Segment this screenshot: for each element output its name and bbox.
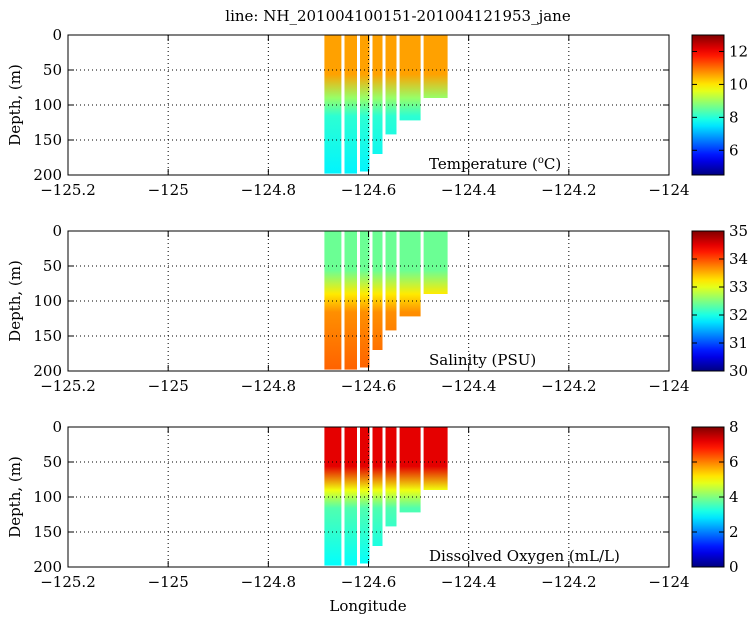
x-tick-label: −124 (648, 573, 689, 591)
cast-column (372, 35, 383, 154)
y-tick-label: 0 (52, 418, 62, 436)
x-tick-label: −125 (148, 377, 189, 395)
y-tick-label: 200 (33, 558, 62, 576)
x-tick-label: −124.2 (541, 573, 597, 591)
cast-column (324, 231, 342, 370)
colorbar-tick-label: 32 (729, 306, 748, 324)
x-tick-label: −125.2 (40, 573, 96, 591)
panel-variable-label: Salinity (PSU) (429, 351, 536, 369)
x-tick-label: −124 (648, 377, 689, 395)
y-tick-label: 150 (33, 131, 62, 149)
cast-column (360, 231, 370, 368)
colorbar-tick-label: 4 (729, 488, 739, 506)
cast-column (344, 427, 357, 566)
cast-column (385, 35, 397, 135)
y-axis-label: Depth, (m) (6, 456, 24, 538)
x-tick-label: −124.6 (341, 573, 397, 591)
colorbar-tick-label: 31 (729, 334, 748, 352)
y-tick-label: 50 (43, 453, 62, 471)
colorbar-tick-label: 12 (729, 42, 748, 60)
cast-column (399, 35, 421, 121)
colorbar-tick-label: 0 (729, 558, 739, 576)
y-tick-label: 150 (33, 327, 62, 345)
y-axis-label: Depth, (m) (6, 64, 24, 146)
cast-column (423, 427, 448, 490)
x-axis-label: Longitude (329, 597, 406, 615)
cast-column (372, 231, 383, 350)
y-tick-label: 200 (33, 362, 62, 380)
colorbar-tick-label: 8 (729, 418, 739, 436)
cast-column (399, 427, 421, 513)
panel-0: −125.2 −125 −124.8 −124.6 −124.4 −124.2 −124 0 5… (6, 26, 748, 199)
x-tick-label: −124.4 (441, 181, 497, 199)
panel-variable-label: Dissolved Oxygen (mL/L) (429, 547, 620, 565)
cast-column (360, 35, 370, 172)
colorbar-tick-label: 33 (729, 278, 748, 296)
x-tick-label: −125.2 (40, 377, 96, 395)
colorbar (691, 230, 725, 372)
colorbar-tick-label: 6 (729, 453, 739, 471)
y-tick-label: 100 (33, 488, 62, 506)
x-tick-label: −124.2 (541, 377, 597, 395)
cast-column (344, 231, 357, 370)
panel-2: −125.2 −125 −124.8 −124.6 −124.4 −124.2 −124 0 5… (6, 418, 739, 591)
cast-column (385, 231, 397, 331)
colorbar-tick-label: 35 (729, 222, 748, 240)
x-tick-label: −124.2 (541, 181, 597, 199)
cast-column (423, 35, 448, 98)
cast-column (324, 35, 342, 174)
x-tick-label: −124 (648, 181, 689, 199)
x-tick-label: −124.6 (341, 377, 397, 395)
y-axis-label: Depth, (m) (6, 260, 24, 342)
cast-column (344, 35, 357, 174)
y-tick-label: 200 (33, 166, 62, 184)
cast-column (372, 427, 383, 546)
colorbar-tick-label: 8 (729, 108, 739, 126)
y-tick-label: 100 (33, 96, 62, 114)
cast-column (423, 231, 448, 294)
cast-column (399, 231, 421, 317)
y-tick-label: 50 (43, 257, 62, 275)
colorbar-tick-label: 34 (729, 250, 748, 268)
colorbar-tick-label: 2 (729, 523, 739, 541)
y-tick-label: 100 (33, 292, 62, 310)
x-tick-label: −124.6 (341, 181, 397, 199)
x-tick-label: −124.8 (241, 181, 297, 199)
x-tick-label: −125.2 (40, 181, 96, 199)
cast-column (385, 427, 397, 527)
x-tick-label: −124.8 (241, 573, 297, 591)
x-tick-label: −125 (148, 181, 189, 199)
cast-column (324, 427, 342, 566)
panels: −125.2 −125 −124.8 −124.6 −124.4 −124.2 −124 0 5… (6, 26, 748, 591)
y-tick-label: 50 (43, 61, 62, 79)
x-tick-label: −124.4 (441, 377, 497, 395)
x-tick-label: −125 (148, 573, 189, 591)
panel-1: −125.2 −125 −124.8 −124.6 −124.4 −124.2 −124 0 5… (6, 222, 748, 395)
colorbar-tick-label: 10 (729, 75, 748, 93)
colorbar (691, 34, 725, 176)
x-tick-label: −124.4 (441, 573, 497, 591)
y-tick-label: 0 (52, 26, 62, 44)
cast-column (360, 427, 370, 564)
colorbar-tick-label: 6 (729, 141, 739, 159)
y-tick-label: 0 (52, 222, 62, 240)
figure-title: line: NH_201004100151-201004121953_jane (225, 7, 571, 25)
colorbar-tick-label: 30 (729, 362, 748, 380)
panel-variable-label: Temperature (oC) (429, 155, 561, 173)
y-tick-label: 150 (33, 523, 62, 541)
x-tick-label: −124.8 (241, 377, 297, 395)
